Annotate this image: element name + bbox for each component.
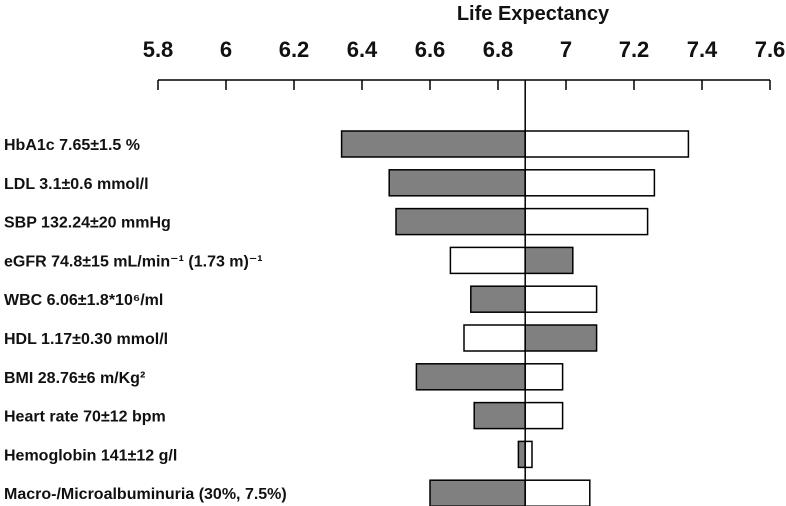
bar-low — [395, 207, 526, 236]
bar-low — [388, 169, 526, 197]
bar-high — [524, 440, 533, 469]
row-label-group: HbA1c 7.65±1.5 % LDL 3.1±0.6 mmol/l SBP 13… — [4, 137, 287, 503]
x-tick-label: 7.2 — [619, 37, 650, 62]
bar-high — [524, 324, 598, 352]
x-tick-label: 6.6 — [415, 37, 446, 62]
bar-low — [429, 479, 526, 506]
x-tick-label: 7.6 — [755, 37, 786, 62]
x-axis: 5.8 6 6.2 6.4 6.6 6.8 7 7.2 7.4 7.6 — [143, 37, 786, 90]
bar-high — [524, 130, 690, 158]
row-label: eGFR 74.8±15 mL/min⁻¹ (1.73 m)⁻¹ — [4, 253, 263, 270]
row-label: WBC 6.06±1.8*10⁶/ml — [4, 292, 163, 309]
x-tick-label: 6.2 — [279, 37, 310, 62]
row-label: Hemoglobin 141±12 g/l — [4, 447, 177, 464]
bar-low — [449, 246, 526, 275]
bar-high — [524, 363, 564, 391]
bar-high — [524, 401, 564, 430]
row-label: SBP 132.24±20 mmHg — [4, 215, 171, 232]
row-label: HbA1c 7.65±1.5 % — [4, 137, 140, 154]
bar-group — [340, 130, 690, 506]
bar-high — [524, 479, 591, 506]
bar-high — [524, 169, 656, 197]
bar-low — [470, 285, 526, 313]
row-label: Macro-/Microalbuminuria (30%, 7.5%) — [4, 486, 287, 503]
row-label: LDL 3.1±0.6 mmol/l — [4, 176, 149, 193]
x-tick-label: 6.8 — [483, 37, 514, 62]
x-tick-label: 6.4 — [347, 37, 378, 62]
row-label: Heart rate 70±12 bpm — [4, 409, 166, 426]
bar-high — [524, 207, 649, 236]
bar-low — [340, 130, 526, 158]
x-tick-label: 5.8 — [143, 37, 174, 62]
bar-low — [415, 363, 526, 391]
bar-low — [463, 324, 526, 352]
chart-title: Life Expectancy — [457, 3, 610, 25]
bar-low — [517, 440, 526, 469]
x-tick-label: 7 — [560, 37, 572, 62]
bar-low — [473, 401, 526, 430]
row-label: HDL 1.17±0.30 mmol/l — [4, 331, 168, 348]
row-label: BMI 28.76±6 m/Kg² — [4, 370, 145, 387]
x-tick-label: 7.4 — [687, 37, 718, 62]
bar-high — [524, 246, 574, 275]
bar-high — [524, 285, 598, 313]
x-tick-label: 6 — [220, 37, 232, 62]
